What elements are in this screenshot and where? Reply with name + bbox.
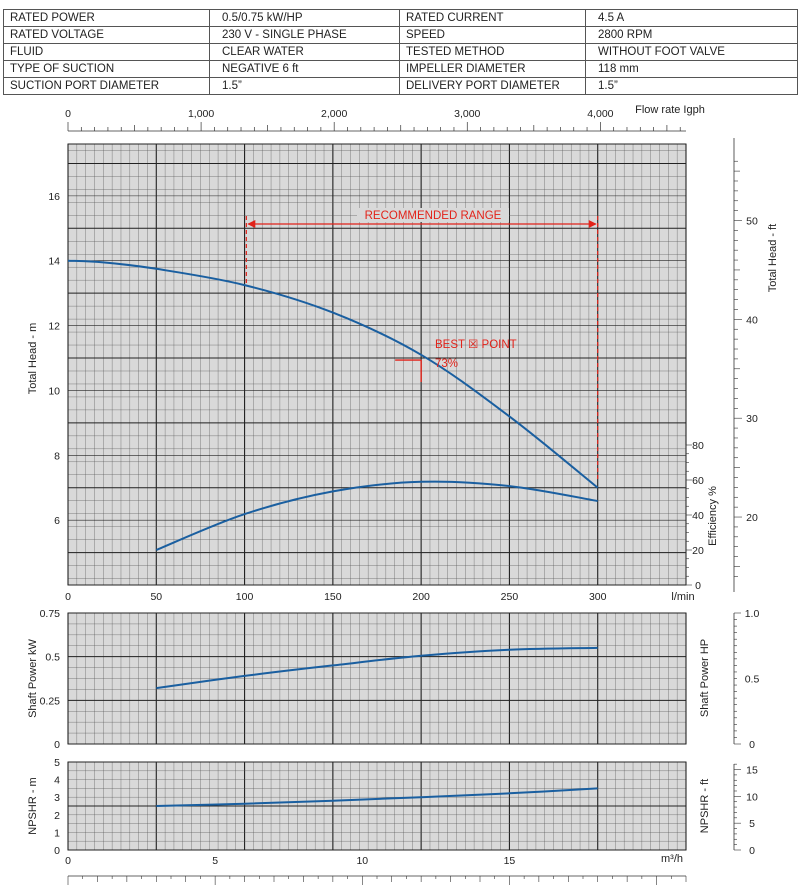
spec-label: SUCTION PORT DIAMETER [3,77,210,95]
top-axis-label: Flow rate Igph [635,104,705,116]
npshr-ft-tick-label: 15 [746,765,758,777]
npshr-ft-tick-label: 0 [749,845,755,857]
spec-value: 1.5” [209,77,400,95]
head-x-axis-label: l/min [671,591,694,603]
head-x-tick-label: 100 [236,591,254,603]
m3h-tick-label: 0 [65,855,71,867]
head-y-tick-label: 10 [48,385,60,397]
plot-border [67,612,687,745]
hp-tick-label: 0.5 [745,674,760,686]
best-point-label: BEST ☒ POINT [435,339,517,351]
top-axis-tick-label: 3,000 [454,108,480,120]
top-axis-tick-label: 1,000 [188,108,214,120]
ft-tick-label: 50 [746,216,758,228]
npshr-y-tick-label: 5 [54,757,60,769]
spec-value: NEGATIVE 6 ft [209,60,400,78]
spec-value: 1.5” [585,77,798,95]
head-curve [67,259,599,489]
spec-value: 118 mm [585,60,798,78]
npshr-y-tick-label: 2 [54,810,60,822]
eff-axis-label: Efficiency % [707,486,719,546]
spec-row: SUCTION PORT DIAMETER 1.5” DELIVERY PORT D… [3,77,798,95]
hp-axis-label: Shaft Power HP [699,639,711,717]
efficiency-curve [155,480,598,551]
spec-row: TYPE OF SUCTION NEGATIVE 6 ft IMPELLER DIA… [3,60,798,78]
eff-tick-label: 80 [692,440,704,452]
head-x-tick-label: 300 [589,591,607,603]
npshr-ft-tick-label: 5 [749,818,755,830]
m3h-tick-label: 15 [504,855,516,867]
power-y-axis-label: Shaft Power kW [27,638,39,717]
plot-border [67,143,687,586]
head-x-tick-label: 200 [412,591,430,603]
head-y-tick-label: 12 [48,321,60,333]
head-x-tick-label: 250 [501,591,519,603]
spec-label: RATED VOLTAGE [3,26,210,44]
power-y-tick-label: 0 [54,739,60,751]
shaft-power-curve [156,646,598,690]
top-axis-tick-label: 0 [65,108,71,120]
npshr-y-tick-label: 3 [54,792,60,804]
npshr-ft-tick-label: 10 [746,791,758,803]
head-x-tick-label: 150 [324,591,342,603]
npshr-curve [156,787,598,807]
power-y-tick-label: 0.5 [45,652,60,664]
head-x-tick-label: 0 [65,591,71,603]
top-axis-tick-label: 4,000 [587,108,613,120]
head-y-tick-label: 8 [54,450,60,462]
eff-tick-label: 60 [692,475,704,487]
ft-tick-label: 40 [746,314,758,326]
m3h-tick-label: 5 [212,855,218,867]
spec-row: FLUID CLEAR WATER TESTED METHOD WITHOUT FOO… [3,43,798,61]
power-y-tick-label: 0.25 [40,695,61,707]
range-label-bg [357,208,509,222]
eff-tick-label: 0 [695,580,701,592]
spec-label: DELIVERY PORT DIAMETER [399,77,586,95]
spec-value: 230 V - SINGLE PHASE [209,26,400,44]
head-y-tick-label: 16 [48,191,60,203]
npshr-ft-axis-label: NPSHR - ft [699,779,711,833]
head-y-axis-label: Total Head - m [27,323,39,395]
eff-tick-label: 20 [692,545,704,557]
spec-label: TYPE OF SUCTION [3,60,210,78]
best-point-value: 73% [435,358,458,370]
ft-axis-label: Total Head - ft [767,224,779,292]
npshr-y-tick-label: 0 [54,845,60,857]
ft-tick-label: 20 [746,512,758,524]
npshr-y-tick-label: 1 [54,827,60,839]
head-x-tick-label: 50 [150,591,162,603]
npshr-y-axis-label: NPSHR - m [27,777,39,834]
ft-tick-label: 30 [746,413,758,425]
npshr-y-tick-label: 4 [54,775,60,787]
recommended-range-label: RECOMMENDED RANGE [365,210,502,222]
m3h-axis-label: m³/h [661,853,683,865]
hp-tick-label: 1.0 [745,608,760,620]
m3h-tick-label: 10 [356,855,368,867]
top-axis-tick-label: 2,000 [321,108,347,120]
eff-tick-label: 40 [692,510,704,522]
head-y-tick-label: 6 [54,515,60,527]
spec-table: RATED POWER 0.5/0.75 kW/HP RATED CURRENT 4.… [3,9,798,95]
head-y-tick-label: 14 [48,256,60,268]
power-y-tick-label: 0.75 [40,608,61,620]
hp-tick-label: 0 [749,739,755,751]
plot-border [67,761,687,851]
